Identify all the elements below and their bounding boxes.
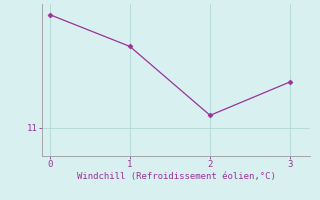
X-axis label: Windchill (Refroidissement éolien,°C): Windchill (Refroidissement éolien,°C): [76, 172, 276, 181]
